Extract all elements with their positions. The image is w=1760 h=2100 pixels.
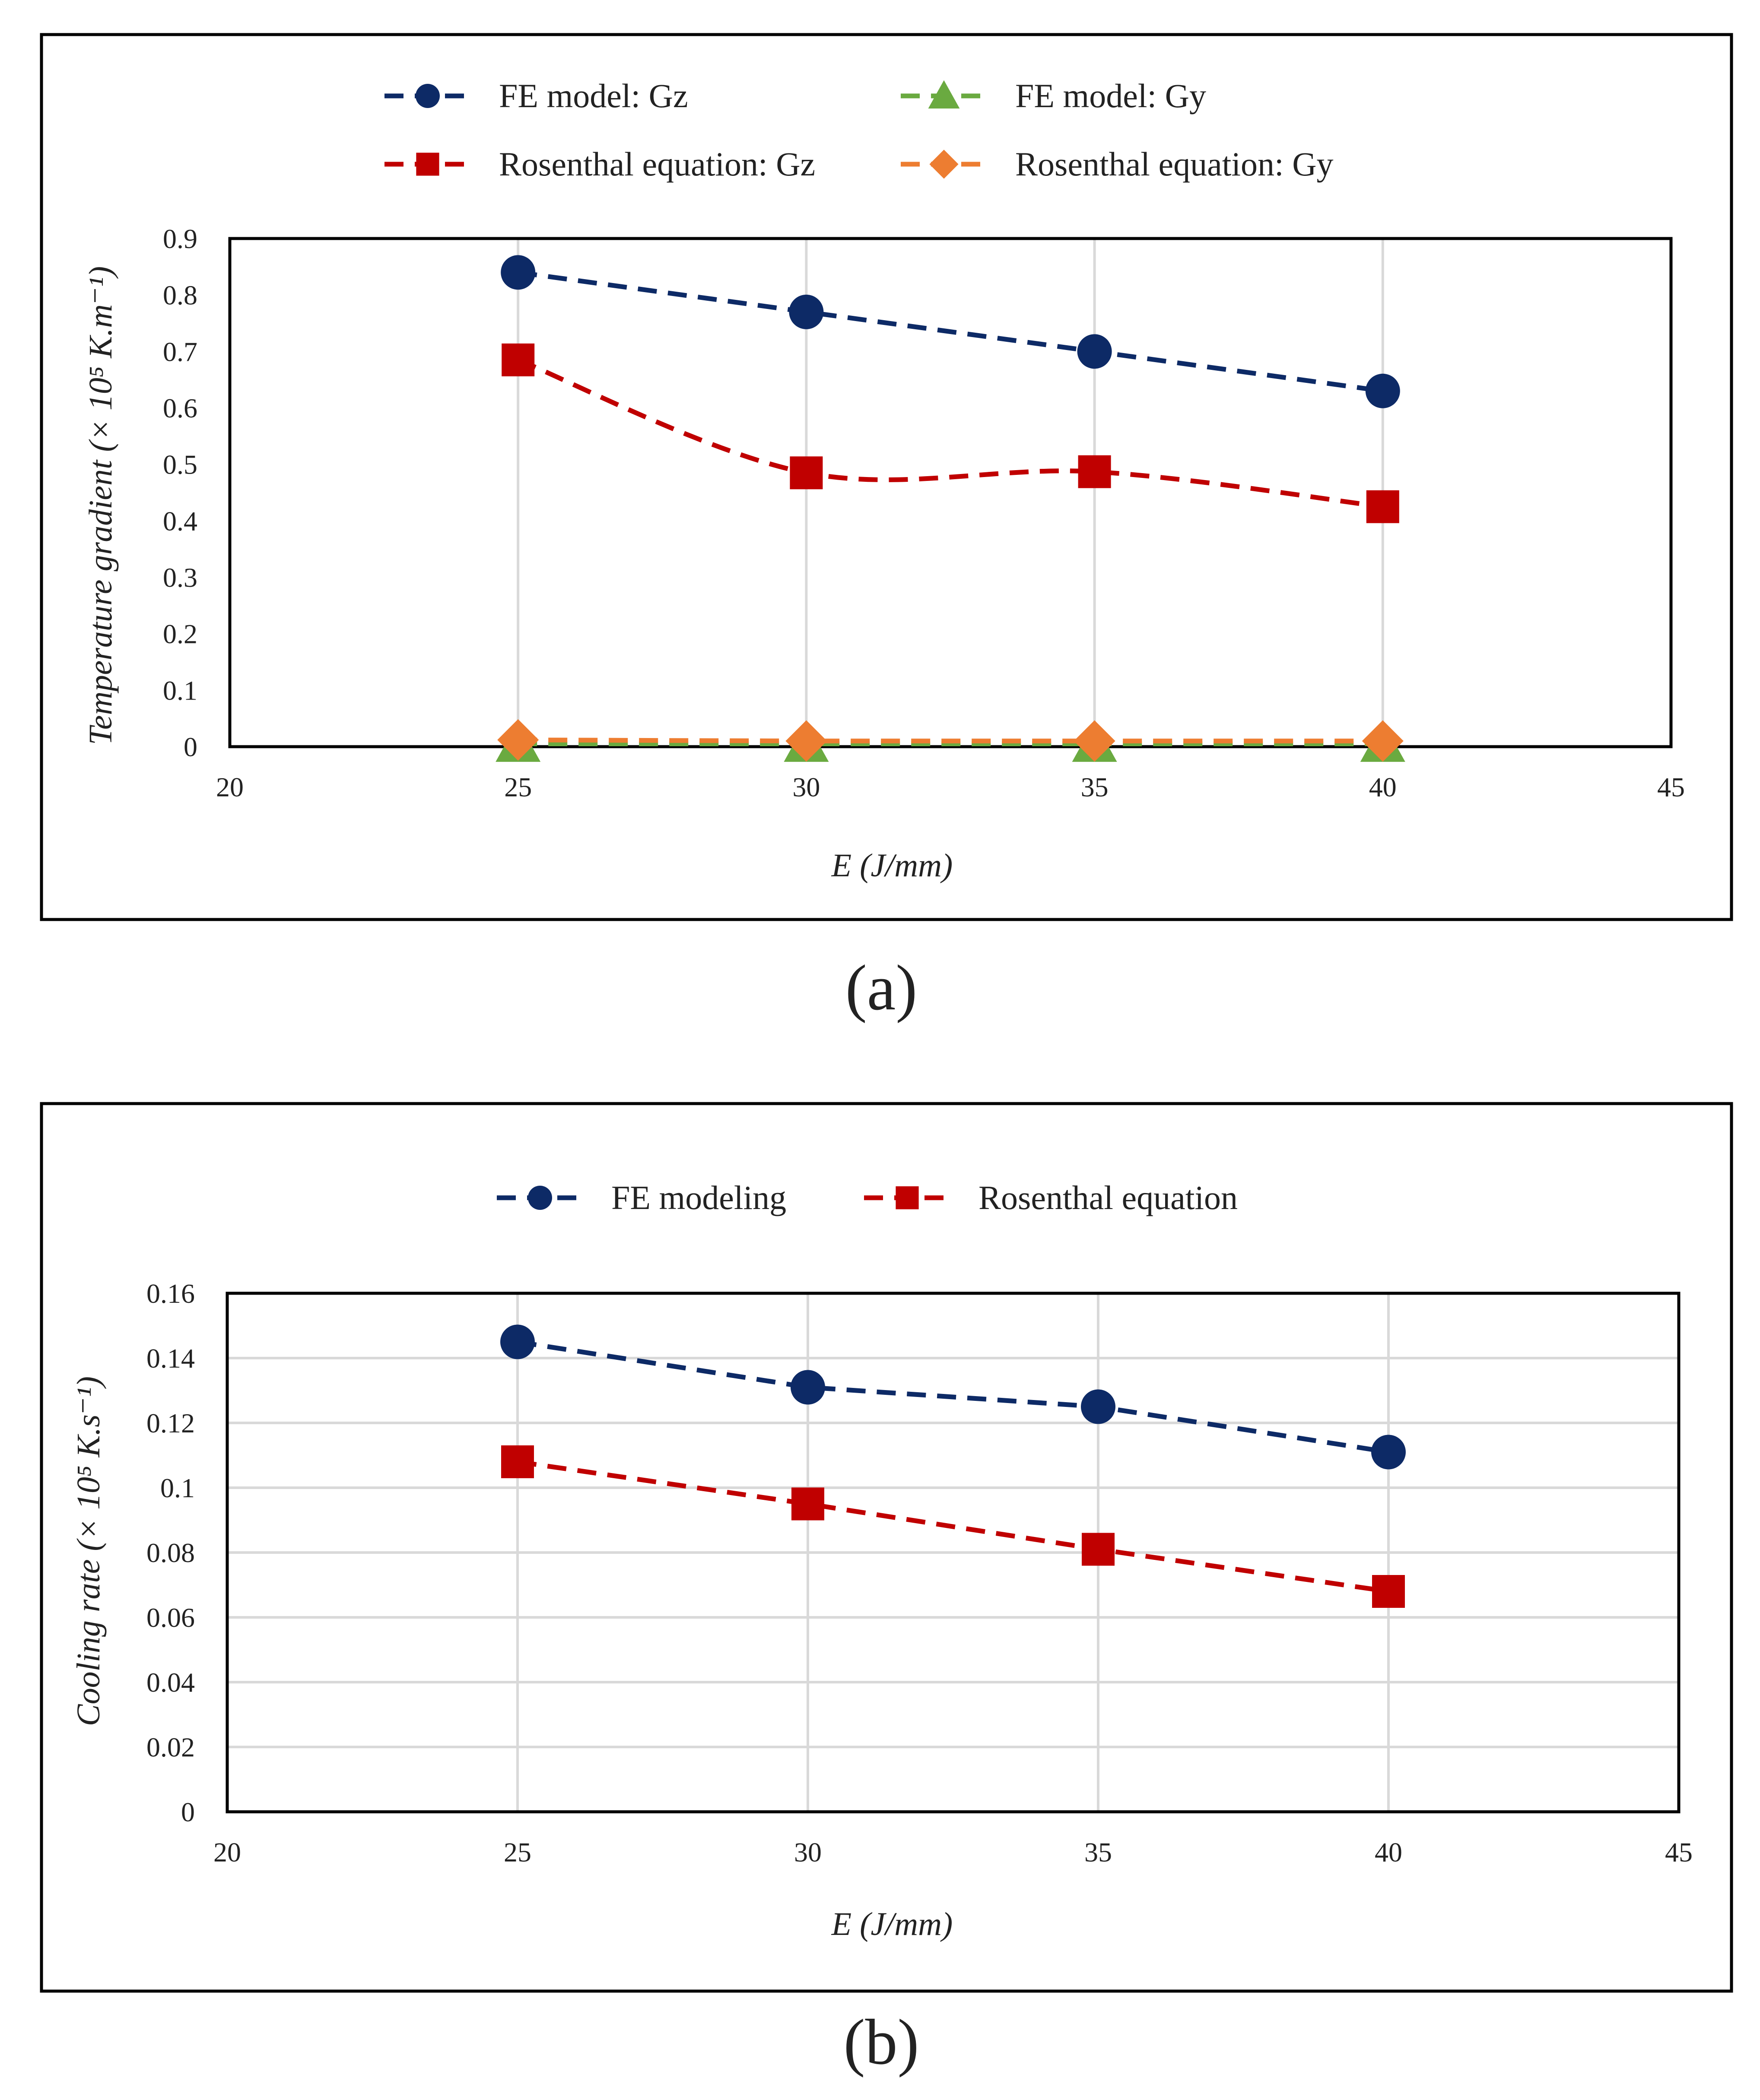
panel-b-plot-area — [226, 1292, 1681, 1814]
panel-b-legend-label: Rosenthal equation — [978, 1179, 1238, 1216]
panel-b-y-axis-label: Cooling rate (× 10⁵ K.s⁻¹) — [70, 1376, 107, 1726]
panel-b-y-tick-labels: 0 0.02 0.04 0.06 0.08 0.1 0.12 0.14 0.16 — [146, 1278, 195, 1827]
panel-a-series-line-0 — [518, 270, 1383, 394]
panel-b-series-1-point — [1082, 1533, 1115, 1566]
panel-a-legend-marker — [416, 153, 439, 176]
panel-a-series-2-point — [1366, 490, 1399, 523]
panel-b-series-0-point — [1081, 1389, 1115, 1424]
panel-a-x-tick-label: 35 — [1081, 772, 1109, 802]
panel-a-x-tick-label: 45 — [1657, 772, 1685, 802]
panel-a-legend-label: FE model: Gz — [499, 77, 688, 115]
panel-b-legend-item: FE modeling — [497, 1179, 786, 1216]
panel-b: 0 0.02 0.04 0.06 0.08 0.1 0.12 0.14 0.16 20 25 30 3… — [40, 1102, 1733, 1993]
panel-b-x-tick-label: 20 — [213, 1837, 241, 1868]
panel-b-frame — [40, 1102, 1733, 1993]
panel-a-series-line-2 — [517, 357, 1383, 509]
panel-a-y-tick-label: 0.5 — [163, 449, 197, 480]
panel-a-y-tick-label: 0.6 — [163, 393, 197, 423]
panel-b-series-0-point — [1371, 1435, 1406, 1470]
panel-b-x-tick-labels: 20 25 30 35 40 45 — [213, 1837, 1693, 1868]
panel-a-plot-area — [228, 237, 1673, 748]
panel-a-legend-marker — [928, 80, 960, 109]
panel-b-series-1-point — [1372, 1575, 1405, 1608]
panel-b-legend-marker — [528, 1186, 552, 1210]
panel-a-y-tick-label: 0.1 — [163, 675, 197, 706]
panel-a-x-axis-label: E (J/mm) — [831, 847, 953, 884]
panel-b-legend: FE modeling Rosenthal equation — [497, 1179, 1238, 1216]
panel-b-series-0-point — [791, 1370, 825, 1405]
panel-b-legend-label: FE modeling — [611, 1179, 786, 1216]
panel-b-y-tick-label: 0.16 — [146, 1278, 195, 1309]
panel-a-x-tick-label: 40 — [1369, 772, 1397, 802]
panel-a-legend-item: FE model: Gy — [901, 77, 1206, 115]
panel-a-y-tick-labels: 0 0.1 0.2 0.3 0.4 0.5 0.6 0.7 0.8 0.9 — [163, 223, 197, 762]
panel-a-series-3-point — [785, 720, 827, 762]
panel-a-legend-marker — [416, 84, 440, 108]
panel-a-legend-item: Rosenthal equation: Gz — [384, 145, 815, 183]
panel-a-series-3-point — [1074, 720, 1115, 762]
panel-b-x-tick-label: 35 — [1084, 1837, 1112, 1868]
panel-b-y-tick-label: 0.1 — [160, 1473, 195, 1503]
panel-b-y-tick-label: 0.14 — [146, 1343, 195, 1374]
panel-b-x-tick-label: 25 — [504, 1837, 531, 1868]
panel-a-series-0-point — [501, 255, 536, 290]
panel-a-series-2-point — [1078, 455, 1111, 488]
panel-a-y-tick-label: 0.4 — [163, 506, 197, 536]
panel-a-series-line-3 — [518, 737, 1383, 744]
panel-b-series-0-point — [500, 1324, 535, 1359]
panel-a-series-0-point — [1365, 373, 1400, 408]
panel-a-legend-label: Rosenthal equation: Gy — [1015, 145, 1334, 183]
panel-a-legend-item: Rosenthal equation: Gy — [901, 145, 1334, 183]
panel-a-y-tick-label: 0.9 — [163, 223, 197, 254]
panel-a-legend-item: FE model: Gz — [384, 77, 688, 115]
panel-a-y-tick-label: 0.7 — [163, 336, 197, 367]
panel-a-series — [496, 255, 1405, 762]
panel-a-frame — [40, 33, 1733, 921]
panel-b-series — [500, 1324, 1406, 1608]
panel-a-series-0-point — [1077, 334, 1112, 369]
panel-b-y-tick-label: 0.12 — [146, 1408, 195, 1438]
panel-a-legend-label: FE model: Gy — [1015, 77, 1206, 115]
panel-a-x-tick-label: 20 — [216, 772, 244, 802]
panel-a-y-tick-label: 0 — [184, 732, 197, 762]
panel-a-series-2-point — [502, 343, 535, 376]
panel-a-legend-label: Rosenthal equation: Gz — [499, 145, 815, 183]
panel-a-x-tick-label: 30 — [792, 772, 820, 802]
panel-b-series-1-point — [501, 1445, 534, 1478]
panel-b-caption: (b) — [844, 2006, 919, 2078]
panel-a-y-tick-label: 0.2 — [163, 619, 197, 649]
panel-a-legend-marker — [929, 150, 959, 179]
panel-a-legend: FE model: Gz FE model: Gy Rosenthal equati… — [384, 77, 1334, 183]
panel-a-y-axis-label: Temperature gradient (× 10⁵ K.m⁻¹) — [83, 266, 119, 745]
panel-b-x-tick-label: 40 — [1375, 1837, 1402, 1868]
panel-b-x-tick-label: 30 — [794, 1837, 822, 1868]
panel-a-series-2-point — [790, 456, 823, 490]
panel-a-x-tick-label: 25 — [504, 772, 532, 802]
panel-b-y-tick-label: 0.04 — [146, 1667, 195, 1698]
panel-b-y-tick-label: 0.08 — [146, 1537, 195, 1568]
panel-a-x-tick-labels: 20 25 30 35 40 45 — [216, 772, 1685, 802]
panel-a-caption: (a) — [845, 952, 917, 1024]
panel-b-y-tick-label: 0 — [181, 1797, 195, 1827]
panel-b-y-tick-label: 0.02 — [146, 1732, 195, 1763]
panel-a-y-tick-label: 0.8 — [163, 280, 197, 311]
panel-a-y-tick-label: 0.3 — [163, 562, 197, 593]
panel-a-series-3-point — [497, 719, 539, 761]
panel-b-series-line-0 — [517, 1340, 1389, 1454]
panel-b-y-tick-label: 0.06 — [146, 1602, 195, 1633]
panel-b-x-tick-label: 45 — [1665, 1837, 1693, 1868]
panel-a-series-0-point — [789, 294, 824, 329]
panel-b-x-axis-label: E (J/mm) — [831, 1906, 953, 1942]
panel-b-legend-item: Rosenthal equation — [864, 1179, 1238, 1216]
panel-a-series-3-point — [1362, 720, 1404, 762]
panel-b-series-1-point — [791, 1487, 824, 1521]
panel-b-legend-marker — [896, 1186, 919, 1209]
panel-b-series-line-1 — [517, 1459, 1389, 1594]
panel-a: 0 0.1 0.2 0.3 0.4 0.5 0.6 0.7 0.8 0.9 20 25 30 35 40 4… — [40, 33, 1733, 921]
